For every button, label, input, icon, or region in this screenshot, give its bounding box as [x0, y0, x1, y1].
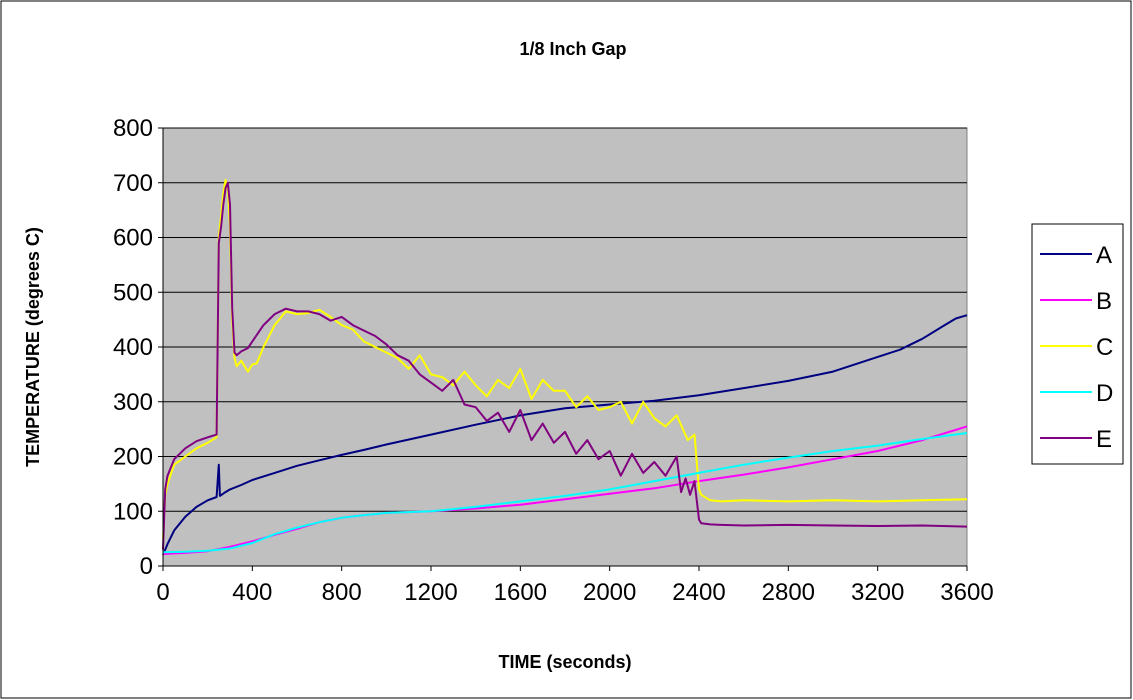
x-tick-label: 2400 [672, 579, 725, 606]
series-line-a [162, 314, 968, 556]
legend-label: A [1096, 242, 1112, 269]
legend-label: D [1096, 380, 1113, 407]
series-layer [162, 179, 968, 556]
x-tick-label: 3200 [851, 579, 904, 606]
y-tick-label: 400 [113, 334, 153, 361]
x-tick-label: 3600 [940, 579, 993, 606]
x-tick-label: 0 [156, 579, 169, 606]
legend-item-e: E [1040, 426, 1112, 453]
y-ticks: 0 100 200 300 400 500 600 700 800 [113, 115, 163, 580]
legend-label: C [1096, 334, 1113, 361]
y-tick-label: 200 [113, 444, 153, 471]
x-tick-label: 800 [322, 579, 362, 606]
series-line-e [162, 181, 968, 550]
y-axis-title: TEMPERATURE (degrees C) [23, 227, 43, 467]
legend-box [1031, 223, 1124, 465]
legend-label: B [1096, 288, 1112, 315]
gridlines [163, 127, 967, 512]
chart-title: 1/8 Inch Gap [519, 39, 626, 59]
legend-item-c: C [1040, 334, 1113, 361]
y-tick-label: 700 [113, 170, 153, 197]
x-tick-label: 2000 [583, 579, 636, 606]
y-tick-label: 800 [113, 115, 153, 142]
y-tick-label: 300 [113, 389, 153, 416]
x-ticks: 0 400 800 1200 1600 2000 2400 2800 3200 3600 [156, 566, 994, 606]
y-tick-label: 100 [113, 498, 153, 525]
x-tick-label: 400 [232, 579, 272, 606]
y-tick-label: 0 [140, 553, 153, 580]
y-tick-label: 600 [113, 225, 153, 252]
legend-label: E [1096, 426, 1112, 453]
x-axis-title: TIME (seconds) [498, 652, 631, 672]
series-line-d [162, 432, 968, 554]
x-tick-label: 1200 [404, 579, 457, 606]
legend-item-a: A [1040, 242, 1112, 269]
legend-item-d: D [1040, 380, 1113, 407]
legend-item-b: B [1040, 288, 1112, 315]
x-tick-label: 2800 [762, 579, 815, 606]
x-tick-label: 1600 [494, 579, 547, 606]
y-tick-label: 500 [113, 279, 153, 306]
